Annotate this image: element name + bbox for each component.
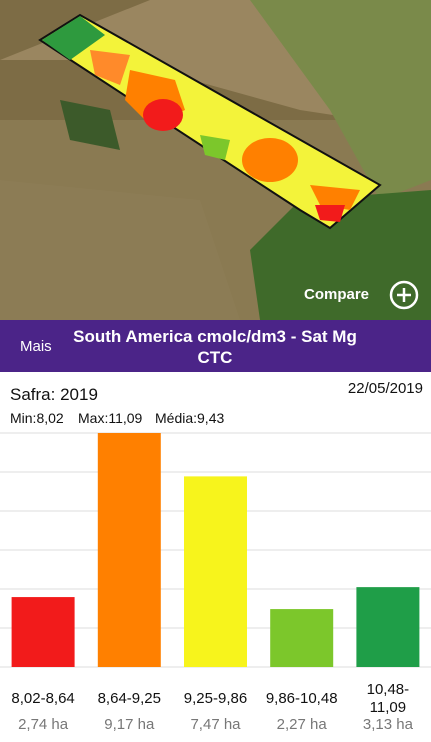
value-label: 3,13 ha [362, 716, 413, 733]
x-tick-label: 10,48-11,09 [366, 681, 410, 716]
x-tick-label: 9,25-9,86 [183, 690, 248, 707]
x-tick-label: 8,64-9,25 [97, 690, 161, 707]
value-label: 2,27 ha [276, 716, 327, 733]
bar [11, 597, 75, 667]
value-label: 2,74 ha [18, 716, 69, 733]
menu-button[interactable]: Mais [20, 338, 52, 355]
bar [356, 587, 420, 667]
value-label: 7,47 ha [190, 716, 241, 733]
x-tick-label: 9,86-10,48 [265, 690, 338, 707]
safra: Safra: 2019 [10, 385, 98, 404]
bar [270, 609, 334, 667]
x-tick-label: 8,02-8,64 [11, 690, 75, 707]
bar [184, 476, 247, 667]
compare-button[interactable]: Compare [304, 286, 370, 303]
header-title: South America cmolc/dm3 - Sat Mg CTC [73, 327, 357, 367]
max: Max:11,09 [78, 410, 143, 426]
grid [0, 432, 431, 668]
header-bar: Mais South America cmolc/dm3 - Sat Mg CT… [0, 320, 431, 372]
bar [97, 433, 161, 667]
value-label: 9,17 ha [104, 716, 155, 733]
satellite-map [0, 0, 431, 320]
date: 22/05/2019 [347, 380, 423, 397]
min: Min:8,02 [10, 410, 64, 426]
mean: Média:9,43 [155, 410, 225, 426]
